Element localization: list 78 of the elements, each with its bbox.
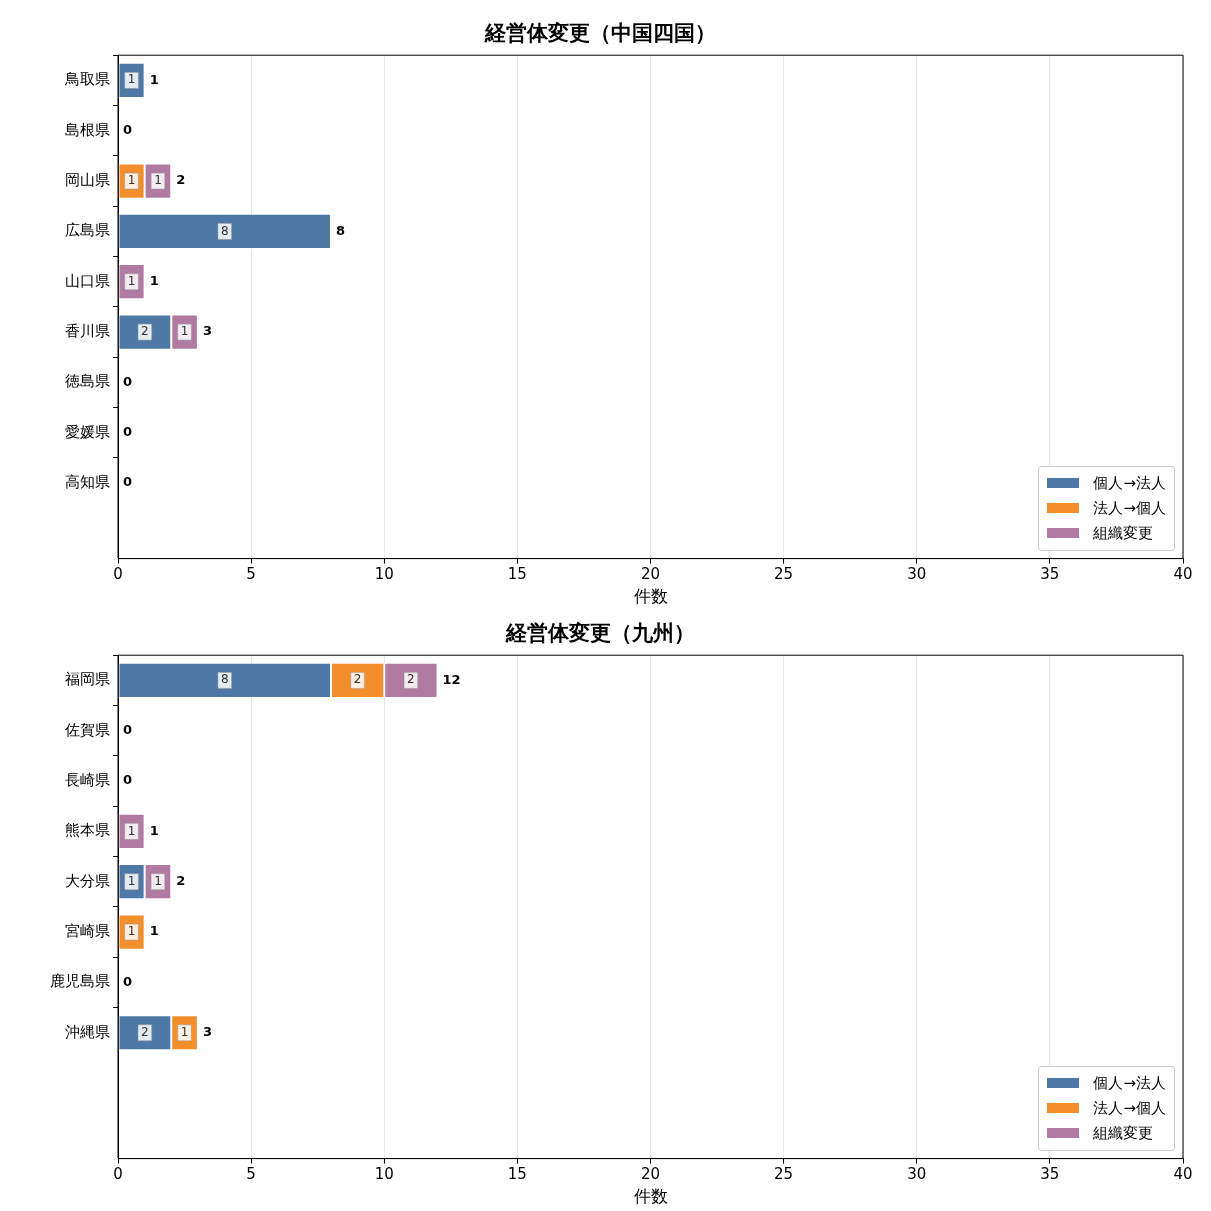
x-tick-label: 10 — [374, 565, 394, 584]
y-tick-label: 高知県 — [65, 472, 110, 491]
x-tick-label: 20 — [640, 1165, 661, 1184]
data-label: 1 — [127, 72, 136, 87]
total-label: 2 — [176, 172, 186, 188]
total-label: 1 — [149, 822, 159, 838]
y-tick-label: 徳島県 — [65, 372, 110, 391]
total-label: 1 — [149, 71, 159, 87]
data-label: 8 — [220, 223, 229, 238]
data-label: 1 — [127, 823, 136, 838]
chart-title: 経営体変更（中国四国） — [484, 21, 716, 46]
data-label: 1 — [154, 173, 162, 188]
x-tick-label: 10 — [374, 1165, 394, 1184]
data-label: 2 — [353, 672, 362, 687]
total-label: 0 — [123, 973, 133, 989]
total-label: 8 — [336, 222, 346, 238]
x-tick-label: 35 — [1040, 565, 1060, 584]
x-tick-label: 30 — [907, 1165, 927, 1184]
y-tick-label: 広島県 — [65, 221, 110, 240]
y-tick-label: 宮崎県 — [65, 921, 110, 940]
data-label: 1 — [180, 324, 189, 339]
x-tick-label: 20 — [640, 565, 661, 584]
legend-label: 法人→個人 — [1093, 498, 1166, 518]
total-label: 0 — [123, 122, 133, 138]
y-tick-label: 長崎県 — [65, 770, 110, 789]
total-label: 3 — [202, 323, 212, 339]
y-tick-label: 鹿児島県 — [50, 972, 110, 991]
data-label: 2 — [407, 672, 415, 687]
y-tick-label: 佐賀県 — [65, 720, 110, 739]
total-label: 1 — [149, 273, 159, 289]
y-tick-label: 島根県 — [65, 120, 110, 139]
total-label: 1 — [149, 923, 159, 939]
x-tick-label: 30 — [907, 565, 927, 584]
x-tick-label: 40 — [1173, 1165, 1193, 1184]
x-tick-label: 15 — [507, 565, 527, 584]
x-axis-title: 件数 — [633, 586, 668, 607]
x-tick-label: 25 — [774, 565, 794, 584]
total-label: 0 — [123, 772, 133, 788]
data-label: 1 — [180, 1024, 189, 1039]
legend-label: 個人→法人 — [1093, 473, 1166, 493]
x-tick-label: 0 — [113, 1165, 123, 1184]
total-label: 0 — [123, 424, 133, 440]
x-axis-title: 件数 — [633, 1186, 668, 1207]
x-tick-label: 15 — [507, 1165, 527, 1184]
y-tick-label: 岡山県 — [65, 170, 110, 189]
data-label: 8 — [220, 672, 229, 687]
legend-label: 組織変更 — [1093, 1123, 1154, 1143]
data-label: 2 — [141, 1024, 149, 1039]
x-tick-label: 25 — [774, 1165, 794, 1184]
x-tick-label: 5 — [246, 1165, 256, 1184]
data-label: 1 — [127, 924, 136, 939]
total-label: 2 — [176, 873, 186, 889]
data-label: 1 — [127, 873, 136, 888]
x-tick-label: 0 — [113, 565, 123, 584]
x-tick-label: 35 — [1040, 1165, 1060, 1184]
total-label: 0 — [123, 722, 133, 738]
data-label: 1 — [154, 873, 162, 888]
y-tick-label: 香川県 — [65, 321, 110, 340]
total-label: 12 — [442, 671, 461, 687]
y-tick-label: 鳥取県 — [64, 70, 110, 89]
y-tick-label: 大分県 — [65, 871, 110, 890]
total-label: 0 — [123, 474, 133, 490]
data-label: 2 — [141, 324, 149, 339]
legend-label: 法人→個人 — [1093, 1098, 1166, 1118]
legend-label: 個人→法人 — [1093, 1073, 1166, 1093]
y-tick-label: 愛媛県 — [65, 422, 110, 441]
y-tick-label: 熊本県 — [65, 821, 110, 840]
y-tick-label: 福岡県 — [65, 670, 110, 689]
chart-title: 経営体変更（九州） — [505, 621, 695, 646]
x-tick-label: 40 — [1173, 565, 1193, 584]
y-tick-label: 沖縄県 — [65, 1022, 110, 1041]
total-label: 0 — [123, 373, 133, 389]
total-label: 3 — [202, 1024, 212, 1040]
x-tick-label: 5 — [246, 565, 256, 584]
legend-label: 組織変更 — [1093, 523, 1154, 543]
data-label: 1 — [127, 273, 136, 288]
data-label: 1 — [127, 173, 136, 188]
y-tick-label: 山口県 — [65, 271, 110, 290]
